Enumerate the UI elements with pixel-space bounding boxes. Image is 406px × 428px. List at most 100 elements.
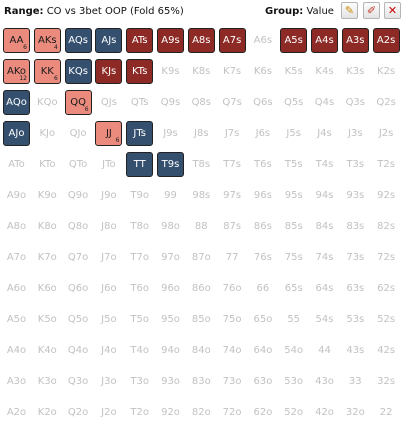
hand-cell-jto[interactable]: JTo bbox=[95, 152, 122, 177]
hand-cell-22[interactable]: 22 bbox=[373, 400, 400, 425]
edit-button[interactable]: ✎ bbox=[341, 2, 358, 19]
hand-cell-74o[interactable]: 74o bbox=[219, 338, 246, 363]
hand-cell-j4o[interactable]: J4o bbox=[95, 338, 122, 363]
hand-cell-q5o[interactable]: Q5o bbox=[65, 307, 92, 332]
hand-cell-q3s[interactable]: Q3s bbox=[342, 90, 369, 115]
hand-cell-k6o[interactable]: K6o bbox=[34, 276, 61, 301]
hand-cell-82s[interactable]: 82s bbox=[373, 214, 400, 239]
hand-cell-t6o[interactable]: T6o bbox=[126, 276, 153, 301]
hand-cell-a5o[interactable]: A5o bbox=[3, 307, 30, 332]
hand-cell-62s[interactable]: 62s bbox=[373, 276, 400, 301]
hand-cell-a3s[interactable]: A3s bbox=[341, 28, 369, 53]
hand-cell-a6o[interactable]: A6o bbox=[3, 276, 30, 301]
hand-cell-a2o[interactable]: A2o bbox=[3, 400, 30, 425]
hand-cell-k7s[interactable]: K7s bbox=[219, 59, 246, 84]
hand-cell-87o[interactable]: 87o bbox=[188, 245, 215, 270]
hand-cell-k5o[interactable]: K5o bbox=[34, 307, 61, 332]
hand-cell-k6s[interactable]: K6s bbox=[249, 59, 276, 84]
hand-cell-aa[interactable]: AA 6 bbox=[3, 28, 30, 53]
hand-cell-52s[interactable]: 52s bbox=[373, 307, 400, 332]
hand-cell-t4o[interactable]: T4o bbox=[126, 338, 153, 363]
hand-cell-99[interactable]: 99 bbox=[157, 183, 184, 208]
hand-cell-ajs[interactable]: AJs bbox=[95, 28, 123, 53]
hand-cell-44[interactable]: 44 bbox=[311, 338, 338, 363]
hand-cell-aqs[interactable]: AQs bbox=[64, 28, 92, 53]
hand-cell-aqo[interactable]: AQo bbox=[3, 90, 30, 115]
hand-cell-j2s[interactable]: J2s bbox=[373, 121, 400, 146]
hand-cell-88[interactable]: 88 bbox=[188, 214, 215, 239]
hand-cell-t6s[interactable]: T6s bbox=[249, 152, 276, 177]
hand-cell-97s[interactable]: 97s bbox=[219, 183, 246, 208]
hand-cell-j4s[interactable]: J4s bbox=[311, 121, 338, 146]
hand-cell-qjo[interactable]: QJo bbox=[65, 121, 92, 146]
hand-cell-77[interactable]: 77 bbox=[219, 245, 246, 270]
hand-cell-65o[interactable]: 65o bbox=[249, 307, 276, 332]
hand-cell-kjs[interactable]: KJs bbox=[95, 59, 123, 84]
hand-cell-qjs[interactable]: QJs bbox=[95, 90, 122, 115]
hand-cell-j2o[interactable]: J2o bbox=[95, 400, 122, 425]
hand-cell-a5s[interactable]: A5s bbox=[280, 28, 308, 53]
hand-cell-96s[interactable]: 96s bbox=[249, 183, 276, 208]
hand-cell-q4o[interactable]: Q4o bbox=[65, 338, 92, 363]
hand-cell-q5s[interactable]: Q5s bbox=[280, 90, 307, 115]
hand-cell-75o[interactable]: 75o bbox=[219, 307, 246, 332]
hand-cell-kjo[interactable]: KJo bbox=[34, 121, 61, 146]
hand-cell-t7s[interactable]: T7s bbox=[219, 152, 246, 177]
hand-cell-43s[interactable]: 43s bbox=[342, 338, 369, 363]
hand-cell-kk[interactable]: KK 6 bbox=[33, 59, 61, 84]
hand-cell-t2s[interactable]: T2s bbox=[373, 152, 400, 177]
hand-cell-85s[interactable]: 85s bbox=[280, 214, 307, 239]
hand-cell-87s[interactable]: 87s bbox=[219, 214, 246, 239]
hand-cell-84o[interactable]: 84o bbox=[188, 338, 215, 363]
hand-cell-kqs[interactable]: KQs bbox=[64, 59, 92, 84]
hand-cell-ajo[interactable]: AJo bbox=[3, 121, 30, 146]
hand-cell-93s[interactable]: 93s bbox=[342, 183, 369, 208]
hand-cell-95s[interactable]: 95s bbox=[280, 183, 307, 208]
hand-cell-t3s[interactable]: T3s bbox=[342, 152, 369, 177]
hand-cell-j9o[interactable]: J9o bbox=[95, 183, 122, 208]
hand-cell-j5o[interactable]: J5o bbox=[95, 307, 122, 332]
hand-cell-k8s[interactable]: K8s bbox=[188, 59, 215, 84]
hand-cell-t7o[interactable]: T7o bbox=[126, 245, 153, 270]
erase-button[interactable]: ✐ bbox=[363, 2, 380, 19]
hand-cell-q6s[interactable]: Q6s bbox=[249, 90, 276, 115]
hand-cell-84s[interactable]: 84s bbox=[311, 214, 338, 239]
hand-cell-72o[interactable]: 72o bbox=[219, 400, 246, 425]
hand-cell-83s[interactable]: 83s bbox=[342, 214, 369, 239]
hand-cell-q9s[interactable]: Q9s bbox=[157, 90, 184, 115]
hand-cell-94o[interactable]: 94o bbox=[157, 338, 184, 363]
hand-cell-j7o[interactable]: J7o bbox=[95, 245, 122, 270]
hand-cell-96o[interactable]: 96o bbox=[157, 276, 184, 301]
hand-cell-k9o[interactable]: K9o bbox=[34, 183, 61, 208]
hand-cell-32s[interactable]: 32s bbox=[373, 369, 400, 394]
hand-cell-a2s[interactable]: A2s bbox=[372, 28, 400, 53]
hand-cell-t9s[interactable]: T9s bbox=[157, 152, 184, 177]
hand-cell-t3o[interactable]: T3o bbox=[126, 369, 153, 394]
hand-cell-a8s[interactable]: A8s bbox=[187, 28, 215, 53]
hand-cell-74s[interactable]: 74s bbox=[311, 245, 338, 270]
clear-button[interactable]: ✕ bbox=[384, 2, 401, 19]
hand-cell-t8s[interactable]: T8s bbox=[188, 152, 215, 177]
hand-cell-k2o[interactable]: K2o bbox=[34, 400, 61, 425]
hand-cell-q2s[interactable]: Q2s bbox=[373, 90, 400, 115]
hand-cell-k4s[interactable]: K4s bbox=[311, 59, 338, 84]
hand-cell-ato[interactable]: ATo bbox=[3, 152, 30, 177]
hand-cell-98s[interactable]: 98s bbox=[188, 183, 215, 208]
hand-cell-q7s[interactable]: Q7s bbox=[219, 90, 246, 115]
hand-cell-aks[interactable]: AKs 4 bbox=[33, 28, 61, 53]
hand-cell-42o[interactable]: 42o bbox=[311, 400, 338, 425]
hand-cell-t5o[interactable]: T5o bbox=[126, 307, 153, 332]
hand-cell-92o[interactable]: 92o bbox=[157, 400, 184, 425]
hand-cell-85o[interactable]: 85o bbox=[188, 307, 215, 332]
hand-cell-a9o[interactable]: A9o bbox=[3, 183, 30, 208]
hand-cell-53s[interactable]: 53s bbox=[342, 307, 369, 332]
hand-cell-a4o[interactable]: A4o bbox=[3, 338, 30, 363]
hand-cell-j7s[interactable]: J7s bbox=[219, 121, 246, 146]
hand-cell-a4s[interactable]: A4s bbox=[311, 28, 338, 53]
hand-cell-54o[interactable]: 54o bbox=[280, 338, 307, 363]
hand-cell-42s[interactable]: 42s bbox=[373, 338, 400, 363]
hand-cell-93o[interactable]: 93o bbox=[157, 369, 184, 394]
hand-cell-k2s[interactable]: K2s bbox=[373, 59, 400, 84]
hand-cell-ats[interactable]: ATs bbox=[126, 28, 154, 53]
hand-cell-q6o[interactable]: Q6o bbox=[65, 276, 92, 301]
